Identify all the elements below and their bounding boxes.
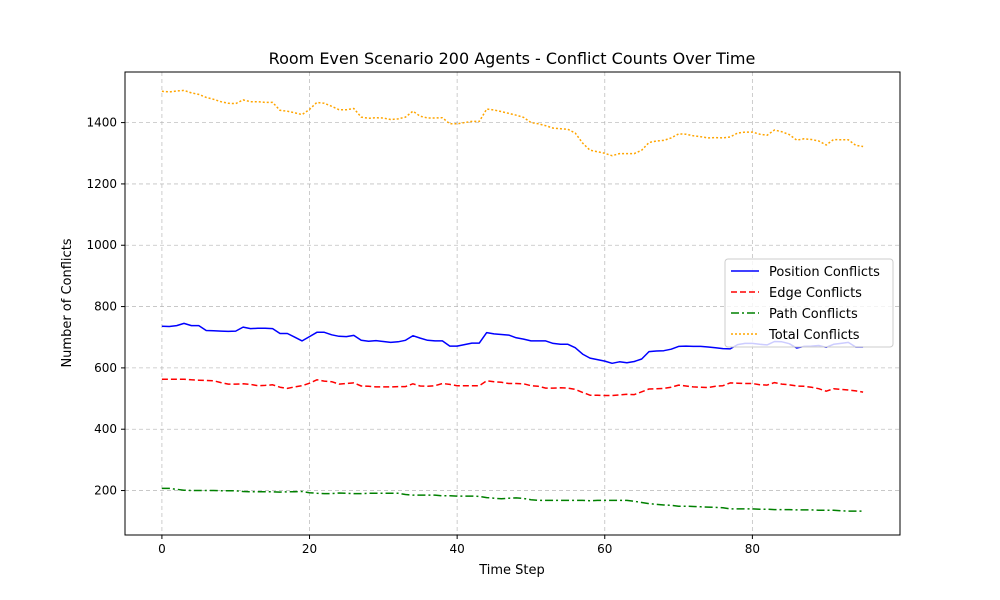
x-tick-label: 40 bbox=[450, 542, 465, 556]
legend: Position Conflicts Edge Conflicts Path Con… bbox=[724, 258, 894, 348]
ticks: 0 20 40 60 80 200 400 600 800 1000 1200 1400 bbox=[86, 116, 760, 556]
y-tick-label: 1400 bbox=[86, 116, 117, 130]
x-tick-label: 60 bbox=[597, 542, 612, 556]
series-line-2 bbox=[161, 378, 864, 397]
x-tick-label: 20 bbox=[302, 542, 317, 556]
plot-frame bbox=[124, 71, 901, 536]
y-tick-label: 600 bbox=[94, 361, 117, 375]
y-tick-label: 1200 bbox=[86, 177, 117, 191]
chart-title: Room Even Scenario 200 Agents - Conflict… bbox=[269, 49, 756, 68]
x-tick-label: 80 bbox=[745, 542, 760, 556]
series-line-4 bbox=[161, 89, 864, 157]
y-tick-label: 400 bbox=[94, 422, 117, 436]
grid bbox=[125, 72, 900, 535]
x-tick-label: 0 bbox=[158, 542, 166, 556]
legend-label-1: Position Conflicts bbox=[769, 265, 880, 280]
legend-label-3: Path Conflicts bbox=[769, 307, 858, 322]
series-line-3 bbox=[161, 487, 864, 512]
y-tick-label: 800 bbox=[94, 300, 117, 314]
y-axis-label: Number of Conflicts bbox=[60, 238, 75, 367]
x-axis-label: Time Step bbox=[478, 563, 545, 578]
y-tick-label: 1000 bbox=[86, 238, 117, 252]
legend-label-4: Total Conflicts bbox=[768, 328, 860, 343]
legend-label-2: Edge Conflicts bbox=[769, 286, 862, 301]
y-tick-label: 200 bbox=[94, 484, 117, 498]
legend-box bbox=[724, 258, 894, 348]
